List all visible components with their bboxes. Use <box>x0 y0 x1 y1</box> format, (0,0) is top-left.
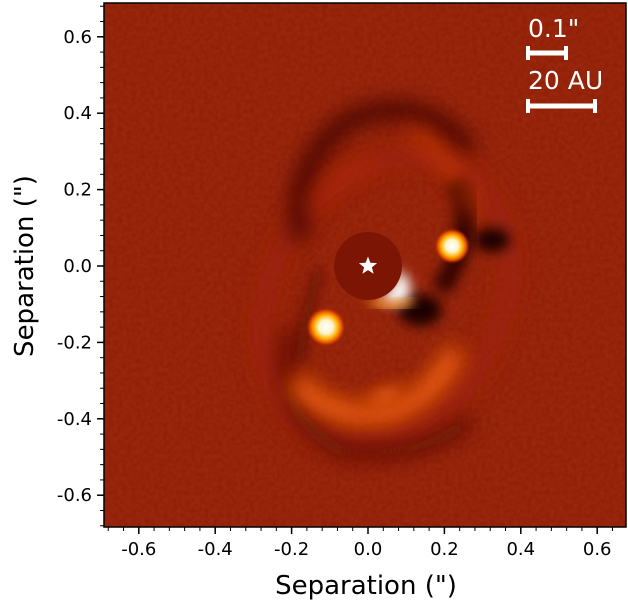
x-tick-label: -0.6 <box>121 539 156 560</box>
y-tick-label: -0.2 <box>57 332 92 353</box>
x-tick-label: 0.4 <box>506 539 535 560</box>
plot-frame <box>103 2 627 528</box>
y-tick-label: -0.4 <box>57 409 92 430</box>
y-tick-label: 0.0 <box>63 256 92 277</box>
scale-bar-physical <box>526 99 597 113</box>
scale-bar-physical-label: 20 AU <box>528 66 603 95</box>
x-tick-label: 0.0 <box>354 539 383 560</box>
image-panel: 0.1" 20 AU <box>104 3 626 527</box>
x-tick-label: 0.2 <box>430 539 459 560</box>
scale-bar-angular <box>526 46 568 60</box>
y-axis-label: Separation (") <box>10 175 40 357</box>
y-tick-label: 0.6 <box>63 27 92 48</box>
y-axis-ticks: 0.6 0.4 0.2 0.0 -0.2 -0.4 -0.6 <box>57 5 104 527</box>
y-tick-label: -0.6 <box>57 485 92 506</box>
y-tick-label: 0.2 <box>63 180 92 201</box>
x-axis-ticks: -0.6 -0.4 -0.2 0.0 0.2 0.4 0.6 <box>107 527 613 560</box>
scale-bar-angular-label: 0.1" <box>528 14 579 43</box>
x-tick-label: 0.6 <box>583 539 612 560</box>
x-axis-label: Separation (") <box>275 571 457 601</box>
x-tick-label: -0.2 <box>274 539 309 560</box>
companion-source-northwest <box>434 228 470 264</box>
y-tick-label: 0.4 <box>63 103 92 124</box>
star-icon <box>358 256 378 274</box>
x-tick-label: -0.4 <box>198 539 233 560</box>
companion-source-southeast <box>306 307 346 347</box>
